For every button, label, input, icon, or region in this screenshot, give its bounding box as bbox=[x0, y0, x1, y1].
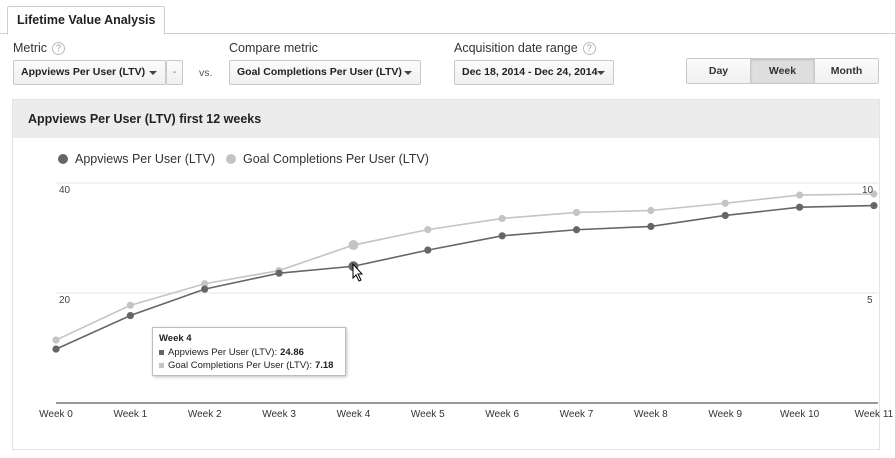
data-point[interactable] bbox=[721, 199, 729, 207]
data-point[interactable] bbox=[52, 336, 60, 344]
x-axis-tick-label: Week 11 bbox=[854, 409, 894, 420]
left-axis-tick-label: 40 bbox=[59, 185, 71, 196]
series-line bbox=[55, 193, 874, 341]
data-point[interactable] bbox=[498, 232, 506, 240]
x-axis-tick-label: Week 6 bbox=[485, 409, 520, 420]
metric-dropdown-value: Appviews Per User (LTV) bbox=[21, 66, 146, 78]
x-axis-tick-label: Week 9 bbox=[708, 409, 743, 420]
data-point[interactable] bbox=[721, 211, 729, 220]
compare-metric-label-text: Compare metric bbox=[229, 41, 318, 55]
chevron-down-icon bbox=[149, 71, 157, 75]
data-point[interactable] bbox=[424, 246, 432, 254]
legend-label: Appviews Per User (LTV) bbox=[75, 152, 216, 166]
chart-tooltip: Week 4 Appviews Per User (LTV): 24.86 Go… bbox=[152, 327, 346, 376]
right-axis-tick-label: 10 bbox=[862, 185, 874, 196]
tooltip-row-primary: Appviews Per User (LTV): 24.86 bbox=[159, 346, 339, 359]
date-range-dropdown-value: Dec 18, 2014 - Dec 24, 2014 bbox=[462, 66, 598, 78]
panel-title: Appviews Per User (LTV) first 12 weeks bbox=[13, 100, 879, 138]
right-axis-tick-label: 5 bbox=[867, 295, 873, 306]
x-axis-tick-label: Week 7 bbox=[559, 409, 594, 420]
week-button[interactable]: Week bbox=[751, 59, 815, 83]
x-axis-tick-label: Week 5 bbox=[410, 409, 445, 420]
legend-item-secondary[interactable]: Goal Completions Per User (LTV) bbox=[226, 152, 429, 166]
data-point[interactable] bbox=[348, 240, 359, 251]
x-axis-tick-label: Week 0 bbox=[39, 409, 73, 420]
chevron-down-icon bbox=[404, 71, 412, 75]
compare-metric-label: Compare metric bbox=[229, 41, 318, 55]
remove-metric-button[interactable]: - bbox=[166, 60, 183, 85]
granularity-toggle: Day Week Month bbox=[686, 58, 879, 84]
data-point[interactable] bbox=[498, 214, 506, 223]
compare-metric-dropdown[interactable]: Goal Completions Per User (LTV) bbox=[229, 60, 421, 85]
metric-label-text: Metric bbox=[13, 41, 48, 55]
data-point[interactable] bbox=[52, 345, 60, 353]
mouse-cursor-icon bbox=[352, 262, 364, 282]
chevron-down-icon bbox=[597, 71, 605, 75]
tooltip-row-secondary: Goal Completions Per User (LTV): 7.18 bbox=[159, 359, 339, 372]
data-point[interactable] bbox=[424, 226, 432, 234]
left-axis-tick-label: 20 bbox=[59, 295, 71, 306]
series-swatch-icon bbox=[159, 363, 164, 368]
x-axis-tick-label: Week 8 bbox=[634, 409, 668, 420]
tooltip-row-value: 24.86 bbox=[280, 347, 304, 358]
data-point[interactable] bbox=[647, 222, 655, 231]
date-range-label: Acquisition date range ? bbox=[454, 41, 596, 55]
compare-metric-dropdown-value: Goal Completions Per User (LTV) bbox=[237, 66, 402, 78]
tab-lifetime-value-analysis[interactable]: Lifetime Value Analysis bbox=[7, 6, 166, 35]
day-button[interactable]: Day bbox=[687, 59, 751, 83]
help-icon[interactable]: ? bbox=[582, 41, 596, 55]
x-axis-tick-label: Week 2 bbox=[187, 409, 222, 420]
data-point[interactable] bbox=[275, 269, 283, 277]
data-point[interactable] bbox=[870, 190, 878, 198]
series-swatch-icon bbox=[159, 350, 164, 355]
data-point[interactable] bbox=[870, 201, 878, 210]
legend-item-primary[interactable]: Appviews Per User (LTV) bbox=[58, 152, 215, 166]
month-button[interactable]: Month bbox=[815, 59, 878, 83]
x-axis-tick-label: Week 10 bbox=[779, 409, 820, 420]
tooltip-row-value: 7.18 bbox=[314, 360, 334, 371]
legend-dot-icon bbox=[58, 154, 68, 164]
data-point[interactable] bbox=[572, 226, 581, 234]
legend-dot-icon bbox=[226, 154, 236, 164]
series-line bbox=[55, 204, 874, 350]
data-point[interactable] bbox=[201, 280, 209, 288]
tab-bar: Lifetime Value Analysis bbox=[0, 0, 895, 35]
data-point[interactable] bbox=[126, 301, 134, 309]
vs-label: vs. bbox=[199, 67, 213, 79]
help-icon[interactable]: ? bbox=[52, 41, 66, 55]
x-axis-tick-label: Week 1 bbox=[113, 409, 148, 420]
metric-dropdown[interactable]: Appviews Per User (LTV) bbox=[13, 60, 166, 85]
chart-panel: Appviews Per User (LTV) first 12 weeks bbox=[12, 99, 880, 450]
tooltip-row-label: Appviews Per User (LTV): bbox=[168, 347, 278, 358]
date-range-dropdown[interactable]: Dec 18, 2014 - Dec 24, 2014 bbox=[454, 60, 614, 85]
tooltip-row-label: Goal Completions Per User (LTV): bbox=[168, 360, 312, 371]
x-axis-tick-label: Week 4 bbox=[336, 409, 371, 420]
data-point[interactable] bbox=[201, 285, 209, 293]
metric-label: Metric ? bbox=[13, 41, 66, 55]
data-point[interactable] bbox=[126, 311, 134, 320]
data-point[interactable] bbox=[647, 206, 655, 215]
legend-label: Goal Completions Per User (LTV) bbox=[243, 152, 429, 166]
data-point[interactable] bbox=[572, 208, 581, 217]
date-range-label-text: Acquisition date range bbox=[454, 41, 578, 55]
x-axis-tick-label: Week 3 bbox=[262, 409, 296, 420]
data-point[interactable] bbox=[796, 203, 804, 211]
tooltip-title: Week 4 bbox=[159, 333, 192, 344]
data-point[interactable] bbox=[796, 191, 804, 199]
